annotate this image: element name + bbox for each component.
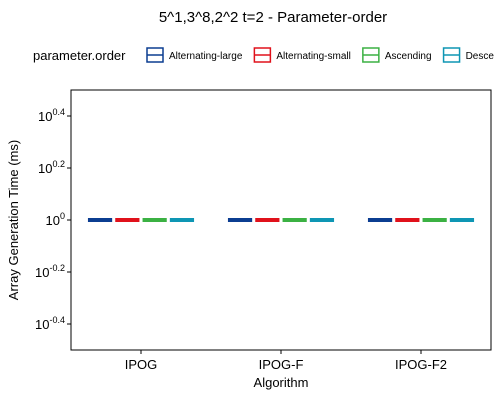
- y-tick-label: 10-0.4: [35, 315, 65, 332]
- x-tick-label: IPOG: [125, 357, 158, 372]
- y-axis-label: Array Generation Time (ms): [6, 140, 21, 300]
- plot-panel: [70, 89, 492, 351]
- legend-entry: Desce: [442, 47, 495, 63]
- y-tick-label: 100: [46, 211, 65, 228]
- legend-entry: Alternating-small: [253, 47, 351, 63]
- legend-entry: Ascending: [362, 47, 432, 63]
- legend-entry: Alternating-large: [146, 47, 243, 63]
- x-tick-label: IPOG-F: [259, 357, 304, 372]
- legend-label: Alternating-large: [169, 51, 243, 62]
- legend: parameter.order Alternating-large Alterna…: [33, 47, 495, 63]
- legend-label: Desce: [466, 51, 495, 62]
- y-tick-label: 10-0.2: [35, 263, 65, 280]
- chart-title: 5^1,3^8,2^2 t=2 - Parameter-order: [159, 9, 387, 26]
- box-marks: [87, 218, 475, 222]
- y-tick-label: 100.4: [38, 107, 65, 124]
- y-axis: 10-0.4 10-0.2 100 100.2 100.4: [35, 107, 71, 332]
- legend-label: Ascending: [385, 51, 432, 62]
- x-axis: IPOG IPOG-F IPOG-F2: [125, 350, 447, 372]
- legend-title: parameter.order: [33, 48, 126, 63]
- y-tick-label: 100.2: [38, 159, 65, 176]
- x-axis-label: Algorithm: [254, 375, 309, 390]
- x-tick-label: IPOG-F2: [395, 357, 447, 372]
- legend-label: Alternating-small: [276, 51, 350, 62]
